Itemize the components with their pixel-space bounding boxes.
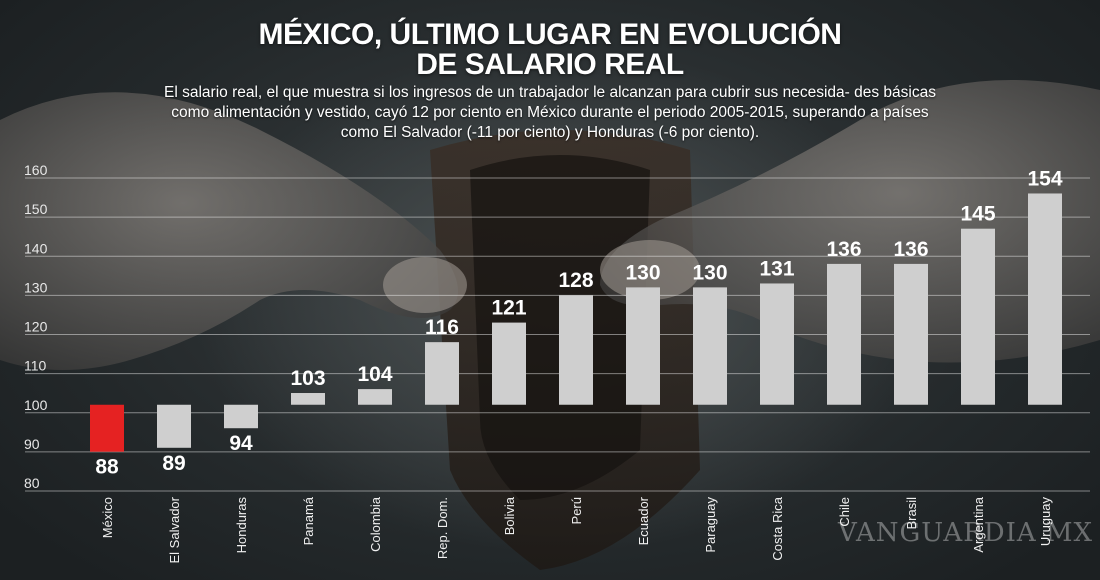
bar-value-label: 145	[960, 203, 995, 226]
y-tick-label: 110	[24, 358, 47, 374]
bar	[291, 393, 325, 405]
bar	[693, 287, 727, 405]
y-tick-label: 160	[24, 162, 48, 178]
category-label: Perú	[569, 497, 584, 524]
category-label: Uruguay	[1038, 497, 1053, 547]
bar-value-label: 103	[290, 367, 325, 390]
bar-value-label: 116	[425, 316, 459, 339]
category-label: Colombia	[368, 496, 383, 552]
chart-title-line-2: DE SALARIO REAL	[416, 48, 684, 81]
category-label: México	[100, 497, 115, 538]
bar-value-label: 136	[826, 238, 861, 261]
bar	[961, 228, 995, 405]
y-axis-ticks: 80 90 100 110 120 130 140 150 160	[24, 162, 48, 491]
watermark-logo: VANGUARDIA MX	[838, 518, 1094, 548]
bar	[492, 322, 526, 405]
bar	[90, 404, 124, 452]
category-label: Chile	[837, 497, 852, 527]
bar-value-label: 104	[357, 363, 392, 386]
bar	[1028, 193, 1062, 405]
bar-value-label: 88	[95, 456, 119, 479]
bars	[90, 193, 1062, 452]
bar-value-label: 136	[893, 238, 928, 261]
category-label: Bolivia	[502, 496, 517, 535]
category-label: Brasil	[904, 497, 919, 530]
left-hand-shape	[0, 92, 458, 371]
bar-value-label: 130	[625, 261, 660, 284]
bar-value-label: 131	[759, 257, 794, 280]
y-tick-label: 140	[24, 240, 48, 256]
bar-value-label: 130	[692, 261, 727, 284]
chart-subtitle: El salario real, el que muestra si los i…	[164, 84, 936, 141]
bar	[358, 389, 392, 405]
y-tick-label: 80	[24, 475, 40, 491]
y-tick-label: 150	[24, 201, 48, 217]
value-labels: 88 89 94 103 104 116 121 128 130 130 131 136 136 145 1…	[95, 167, 1063, 478]
bar	[224, 404, 258, 429]
category-label: Panamá	[301, 496, 316, 545]
bar-value-label: 94	[229, 432, 253, 455]
y-tick-label: 90	[24, 436, 40, 452]
chart-title: MÉXICO, ÚLTIMO LUGAR EN EVOLUCIÓN DE SAL…	[0, 20, 1100, 80]
bar-value-label: 89	[162, 452, 185, 475]
bar	[425, 342, 459, 405]
gridlines	[25, 177, 1090, 492]
category-label: Rep. Dom.	[435, 497, 450, 559]
category-label: Honduras	[234, 497, 249, 554]
y-tick-label: 100	[24, 397, 48, 413]
category-label: Ecuador	[636, 496, 651, 545]
category-labels: México El Salvador Honduras Panamá Colombia R…	[100, 496, 1053, 563]
bar	[894, 263, 928, 405]
bar-value-label: 154	[1027, 167, 1062, 190]
bar	[559, 295, 593, 405]
bar	[157, 404, 191, 448]
bar	[626, 287, 660, 405]
category-label: Costa Rica	[770, 496, 785, 560]
bar	[827, 263, 861, 405]
category-label: Paraguay	[703, 497, 718, 553]
bar	[760, 283, 794, 405]
bar-value-label: 121	[491, 297, 526, 320]
y-tick-label: 130	[24, 279, 48, 295]
bar-value-label: 128	[558, 269, 593, 292]
chart-title-line-1: MÉXICO, ÚLTIMO LUGAR EN EVOLUCIÓN	[258, 18, 842, 51]
category-label: Argentina	[971, 496, 986, 552]
y-tick-label: 120	[24, 319, 48, 335]
category-label: El Salvador	[167, 496, 182, 563]
